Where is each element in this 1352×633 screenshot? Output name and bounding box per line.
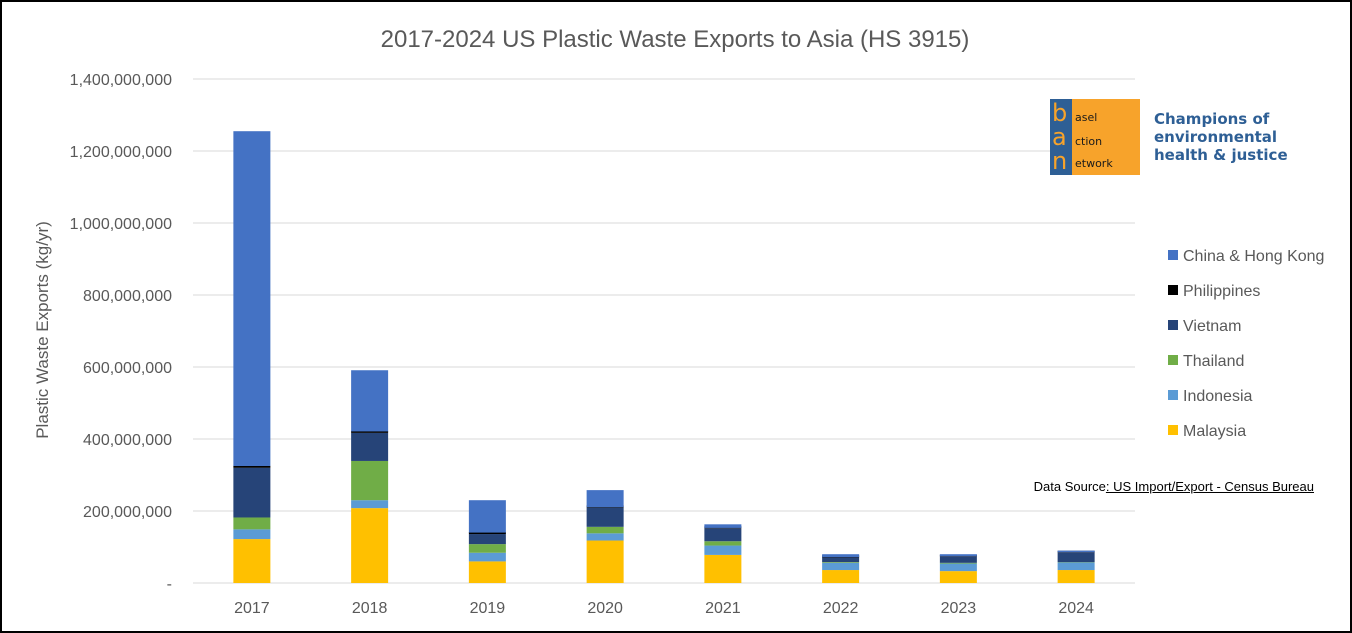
data-source-link[interactable]: : US Import/Export - Census Bureau [1105,479,1314,494]
logo-word-ction: ction [1075,135,1103,148]
y-tick-label: 1,400,000,000 [70,72,172,89]
bar-segment [586,533,624,541]
bar-segment [351,500,389,509]
bar-segment [822,562,860,563]
logo-letter-a: a [1052,123,1067,151]
legend-swatch [1168,390,1178,400]
x-tick-label: 2018 [352,600,388,617]
legend-swatch [1168,355,1178,365]
bar-segment [1057,550,1095,553]
bar-segment [233,517,271,530]
bar-segment [1057,562,1095,571]
bar-segment [822,554,860,558]
bar-segment [351,460,389,501]
x-tick-label: 2022 [823,600,859,617]
bar-segment [822,570,860,583]
x-tick-label: 2023 [941,600,977,617]
y-tick-label: 600,000,000 [83,360,172,377]
x-tick-label: 2024 [1058,600,1094,617]
bar-segment [939,556,977,563]
y-tick-label: 1,200,000,000 [70,144,172,161]
legend-swatch [1168,425,1178,435]
ban-logo: b a n asel ction etwork [1050,99,1140,175]
legend-label: Thailand [1183,353,1244,370]
legend-label: Philippines [1183,283,1260,300]
bar-segment [822,557,860,563]
legend-swatch [1168,250,1178,260]
bar-segment [586,526,624,534]
bar-segment [468,532,506,535]
logo-word-etwork: etwork [1075,157,1113,170]
chart-title: 2017-2024 US Plastic Waste Exports to As… [381,26,970,53]
logo-strip [1050,99,1072,175]
bar-segment [704,541,742,546]
bar-segment [351,432,389,461]
bar-segment [586,490,624,508]
bar-segment [233,529,271,540]
bar-segment [351,508,389,583]
x-tick-label: 2017 [234,600,270,617]
x-tick-label: 2019 [470,600,506,617]
bar-segment [233,131,271,466]
bar-segment [939,563,977,572]
bar-segment [233,539,271,583]
logo-tagline: Champions of environmental health & just… [1154,110,1288,164]
bar-segment [468,552,506,562]
gridlines [193,78,1135,584]
y-tick-label: - [167,576,172,593]
bar-segment [939,554,977,557]
bar-segment [586,507,624,527]
bars [233,131,1095,583]
bar-segment [468,544,506,553]
bar-segment [704,524,742,528]
legend: China & Hong Kong Philippines Vietnam Thail… [1168,248,1324,440]
x-tick-label: 2021 [705,600,741,617]
bar-segment [586,540,624,583]
legend-label: Vietnam [1183,318,1241,335]
y-tick-label: 200,000,000 [83,504,172,521]
y-tick-label: 400,000,000 [83,432,172,449]
logo-word-asel: asel [1075,111,1098,124]
legend-swatch [1168,320,1178,330]
bar-segment [939,571,977,583]
tagline-line-1: Champions of [1154,110,1270,128]
x-tick-label: 2020 [587,600,623,617]
bar-segment [468,534,506,545]
bar-segment [939,562,977,564]
bar-segment [704,528,742,542]
bar-segment [822,562,860,571]
legend-label: Indonesia [1183,388,1252,405]
x-axis-ticks: 2017 2018 2019 2020 2021 2022 2023 2024 [234,600,1094,617]
y-tick-label: 800,000,000 [83,288,172,305]
bar-segment [704,545,742,555]
logo-letter-n: n [1052,147,1068,175]
data-source-prefix: Data Source [1033,479,1106,494]
bar-segment [233,467,271,518]
y-tick-label: 1,000,000,000 [70,216,172,233]
y-axis-label: Plastic Waste Exports (kg/yr) [33,221,52,439]
data-source-note: Data Source: US Import/Export - Census B… [1014,478,1314,495]
bar-segment [351,370,389,432]
tagline-line-2: environmental [1154,128,1278,146]
legend-label: China & Hong Kong [1183,248,1324,265]
bar-segment [351,430,389,433]
bar-segment [468,561,506,583]
bar-segment [1057,552,1095,563]
bar-segment [233,465,271,468]
tagline-line-3: health & justice [1154,146,1288,164]
y-axis-ticks: - 200,000,000 400,000,000 600,000,000 800,00… [70,72,172,593]
legend-label: Malaysia [1183,423,1246,440]
legend-swatch [1168,285,1178,295]
logo-letter-b: b [1052,99,1068,127]
bar-segment [1057,570,1095,583]
bar-segment [468,500,506,533]
bar-segment [704,554,742,583]
